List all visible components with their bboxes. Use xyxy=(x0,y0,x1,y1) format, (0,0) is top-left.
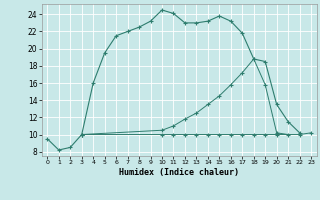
X-axis label: Humidex (Indice chaleur): Humidex (Indice chaleur) xyxy=(119,168,239,177)
